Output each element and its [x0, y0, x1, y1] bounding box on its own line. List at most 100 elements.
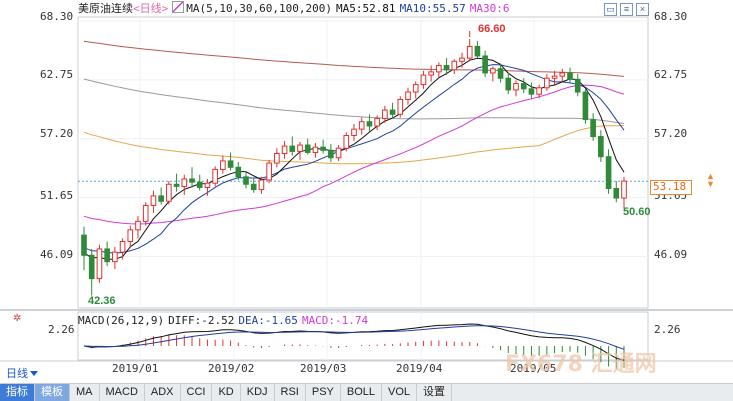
candle-body [366, 121, 373, 127]
tab-settings[interactable]: 设置 [417, 384, 453, 401]
tab-vol[interactable]: VOL [382, 384, 418, 401]
ma10-value: MA10:55.57 [399, 2, 466, 15]
price-label-right: 57.20 [654, 127, 688, 140]
price-label-left: 62.75 [40, 68, 74, 81]
candle-body [250, 183, 257, 191]
macd-params: MACD(26,12,9) [78, 314, 165, 327]
candle-body [598, 136, 604, 158]
tab-kd[interactable]: KD [212, 384, 241, 401]
price-marker-icon: ▲ ▼ [706, 171, 715, 189]
candle-body [220, 160, 226, 170]
tab-indicator[interactable]: 指标 [0, 384, 35, 401]
ma5-line [83, 57, 625, 260]
ma60-line [83, 124, 625, 165]
price-label-left: 51.65 [40, 189, 74, 202]
candle-body [328, 149, 334, 159]
tab-macd[interactable]: MACD [100, 384, 145, 401]
chevron-down-icon [30, 371, 38, 376]
price-label-left: 46.09 [40, 248, 74, 261]
candle-body [436, 65, 442, 73]
candle-body [166, 183, 172, 202]
candle-body [320, 146, 326, 151]
candle-body [158, 195, 164, 202]
candle-body [382, 109, 388, 120]
ma100-line [83, 78, 625, 124]
candle-body [358, 121, 365, 130]
candle-body [551, 75, 558, 79]
candle-body [544, 77, 550, 89]
period-switch-button[interactable]: 日线 [6, 365, 38, 381]
date-label: 2019/01 [112, 362, 159, 375]
candle-body [474, 45, 481, 57]
candle-body [212, 168, 218, 184]
candle-body [497, 68, 504, 79]
candle-body [243, 176, 249, 185]
tab-template[interactable]: 模板 [35, 384, 70, 401]
macd-settings-icon[interactable]: ✲ [13, 313, 22, 324]
candle-body [559, 72, 566, 77]
ma-indicator-icon[interactable] [172, 1, 185, 13]
candle-body [505, 77, 512, 91]
ma10-line [83, 64, 625, 254]
candle-body [389, 109, 396, 115]
tab-psy[interactable]: PSY [306, 384, 341, 401]
ma5-value: MA5:52.81 [335, 2, 396, 15]
candle-body [343, 134, 350, 149]
candle-body [412, 84, 419, 93]
tab-boll[interactable]: BOLL [341, 384, 383, 401]
candle-body [227, 160, 234, 168]
candle-body [405, 91, 411, 100]
candle-body [173, 183, 180, 187]
period-switch-label: 日线 [6, 368, 28, 380]
candle-body [536, 87, 542, 95]
current-price-value: 53.18 [653, 180, 687, 193]
candle-body [204, 182, 211, 188]
symbol-name: 美原油连续 [78, 2, 133, 15]
settings-icon[interactable]: ≡ [620, 3, 633, 16]
date-label: 2019/04 [396, 362, 443, 375]
candle-body [119, 241, 126, 253]
macd-dea: DEA:-1.65 [238, 314, 298, 327]
ma30-value: MA30:6 [469, 2, 510, 15]
price-label-left: 68.30 [40, 10, 74, 23]
candle-body [235, 166, 242, 178]
candle-body [266, 162, 272, 181]
macd-axis-right: 2.26 [654, 323, 681, 336]
tab-ma[interactable]: MA [70, 384, 100, 401]
ma200-line [83, 40, 625, 77]
macd-dea-line [83, 325, 625, 350]
candle-body [420, 74, 427, 86]
candle-body [567, 72, 573, 80]
candle-body [459, 57, 465, 62]
period-label[interactable]: <日线> [133, 2, 169, 15]
high-annotation: 66.60 [478, 23, 506, 35]
watermark-logo: FX678 汇通网 [505, 352, 657, 377]
date-label: 2019/05 [510, 362, 557, 375]
candle-body [520, 83, 527, 90]
ma30-line [83, 84, 625, 225]
chart-header: 美原油连续<日线> MA(5,10,30,60,100,200) MA5:52.81… [78, 1, 514, 17]
candle-body [613, 188, 620, 199]
candle-body [466, 45, 473, 59]
macd-plot-frame [77, 311, 649, 361]
price-label-right: 68.30 [654, 10, 688, 23]
candle-body [150, 195, 157, 206]
tab-kdj[interactable]: KDJ [241, 384, 275, 401]
candle-body [96, 248, 103, 280]
candle-body [451, 60, 458, 71]
candle-body [621, 180, 627, 199]
low-annotation: 42.36 [88, 295, 116, 307]
tab-adx[interactable]: ADX [145, 384, 181, 401]
candle-body [490, 68, 496, 74]
candle-body [582, 91, 589, 121]
tab-cci[interactable]: CCI [181, 384, 213, 401]
candle-body [181, 178, 188, 187]
candle-body [274, 153, 280, 164]
candle-body [528, 88, 535, 95]
close-icon[interactable]: × [636, 3, 649, 16]
restore-icon[interactable]: ▭ [604, 3, 617, 16]
tab-rsi[interactable]: RSI [275, 384, 306, 401]
candle-body [574, 78, 581, 93]
candle-body [88, 254, 95, 280]
